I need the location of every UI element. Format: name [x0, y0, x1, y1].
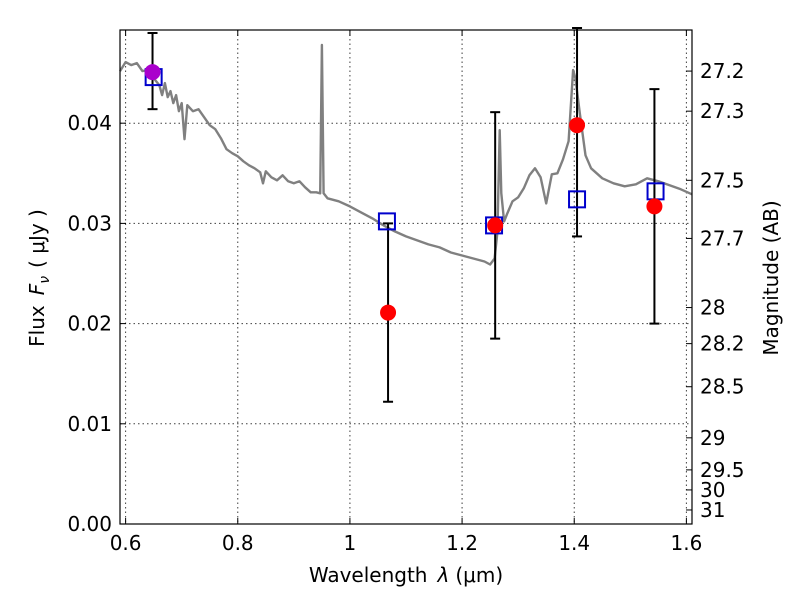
magnitude-tick-label: 27.2 [700, 59, 745, 83]
observed-point [569, 117, 586, 134]
plot-frame [119, 29, 693, 525]
magnitude-tick-label: 27.7 [700, 226, 745, 250]
magnitude-tick-label: 28 [700, 296, 725, 320]
magnitude-tick-label: 29 [700, 426, 725, 450]
magnitude-tick-label: 27.5 [700, 168, 745, 192]
x-axis: 0.6 0.8 1 1.2 1.4 1.6 [110, 30, 702, 555]
y-tick-label: 0.00 [67, 512, 112, 536]
x-tick-label: 1.6 [670, 531, 702, 555]
magnitude-axis-title: Magnitude (AB) [759, 200, 783, 355]
x-tick-label: 0.8 [222, 531, 254, 555]
magnitude-tick-label: 31 [700, 498, 725, 522]
model-photometry-square [377, 212, 396, 231]
model-photometry-square [646, 182, 665, 201]
x-tick-label: 1.4 [558, 531, 590, 555]
spectrum-line [118, 43, 693, 266]
observed-point [487, 217, 504, 234]
magnitude-tick-label: 28.2 [700, 332, 745, 356]
magnitude-tick-label: 30 [700, 478, 725, 502]
magnitude-tick-label: 28.5 [700, 375, 745, 399]
observed-markers [144, 64, 663, 321]
y-tick-label: 0.04 [67, 111, 112, 135]
grid [120, 30, 692, 525]
y-tick-label: 0.02 [67, 312, 112, 336]
model-photometry-square [568, 190, 587, 209]
x-tick-label: 1.2 [446, 531, 478, 555]
y-axis-title: FluxFν( μJy ) [25, 209, 53, 347]
observed-point [144, 64, 161, 81]
x-tick-label: 0.6 [110, 531, 142, 555]
model-spectrum [118, 43, 693, 266]
magnitude-tick-label: 27.3 [700, 99, 745, 123]
error-bars [147, 26, 660, 403]
x-tick-label: 1 [344, 531, 357, 555]
y-tick-label: 0.03 [67, 211, 112, 235]
y-axis: 0.00 0.01 0.02 0.03 0.04 [67, 111, 126, 536]
x-axis-title: Wavelength λ (μm) [309, 563, 503, 587]
observed-point [380, 304, 397, 321]
y-tick-label: 0.01 [67, 412, 112, 436]
observed-point [646, 198, 663, 215]
magnitude-tick-label: 29.5 [700, 458, 745, 482]
